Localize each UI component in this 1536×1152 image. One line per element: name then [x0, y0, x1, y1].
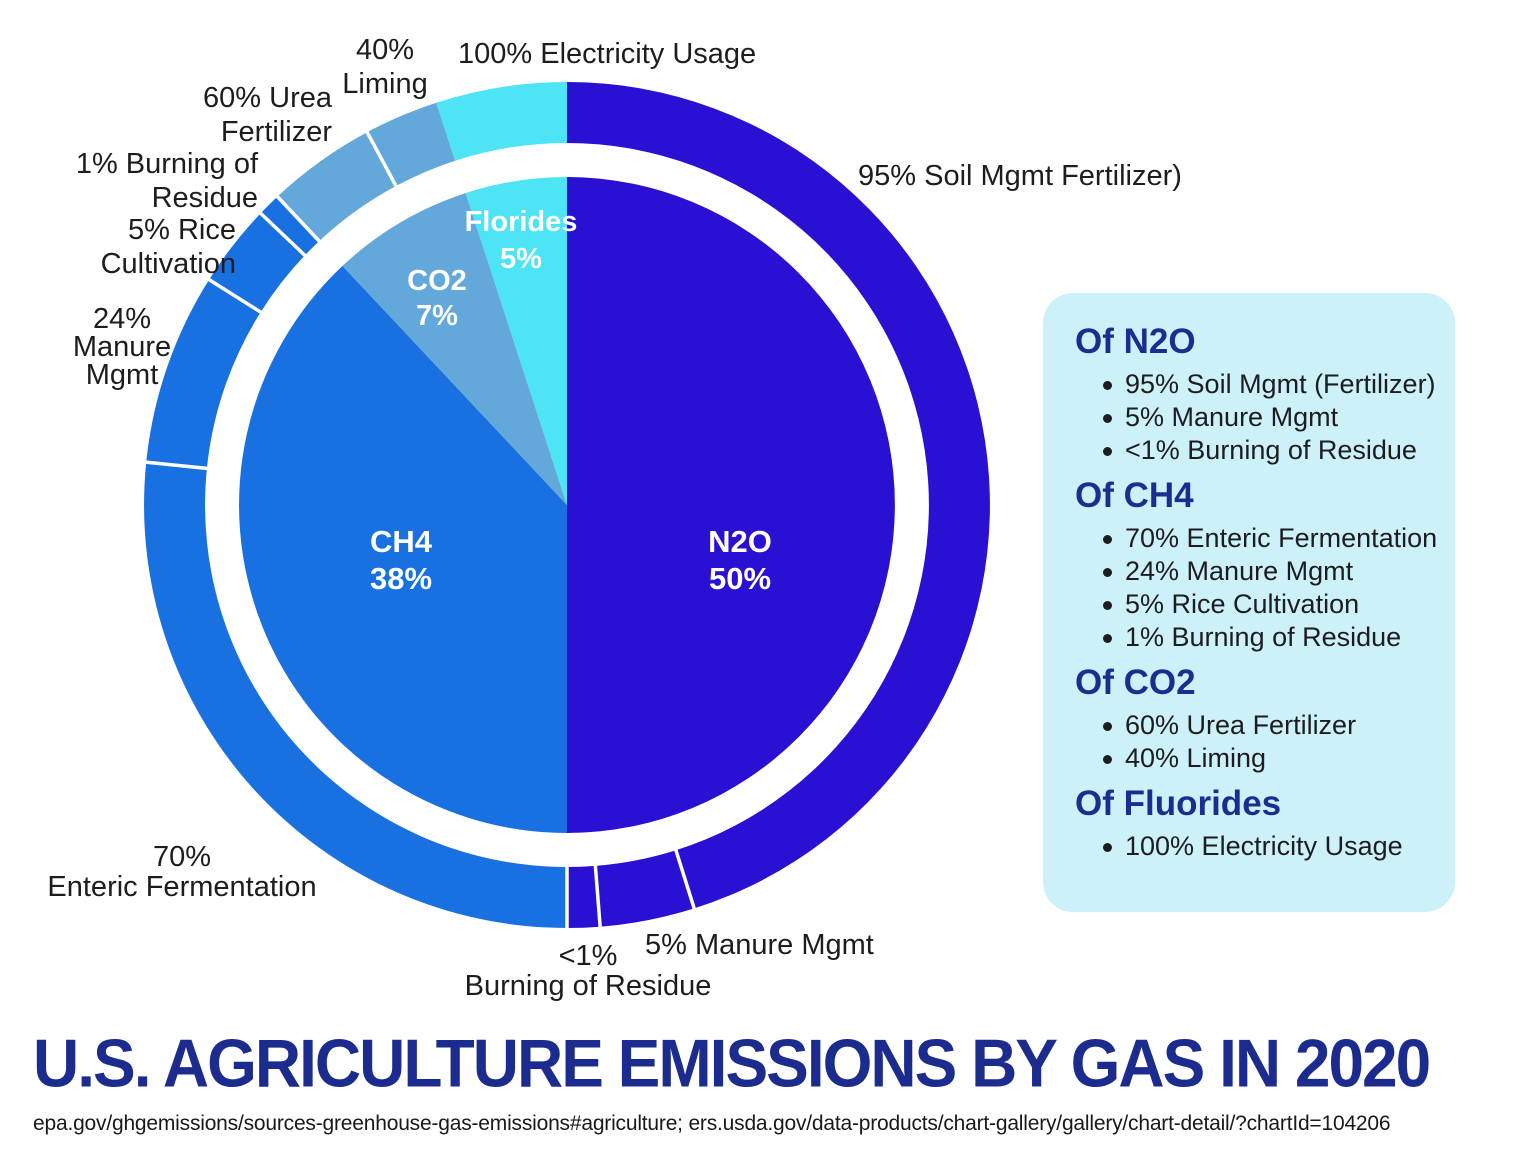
callout-line: Fertilizer [220, 116, 332, 148]
callout-line: <1% [558, 940, 618, 972]
callout-line: Burning of Residue [464, 970, 712, 1002]
pie-slice-florides [465, 177, 567, 505]
callout-rice-cultivation: 5% Rice Cultivation [101, 213, 236, 281]
callout-burning-residue-1pct: 1% Burning of Residue [76, 147, 258, 215]
legend-header: Of CH4 [1075, 476, 1194, 515]
ring-segment-95-soil-mgmt-fertilizer [567, 82, 990, 909]
callout-manure-mgmt-5pct: 5% Manure Mgmt [645, 928, 874, 962]
ring-segment-100-electricity-usage [436, 82, 567, 161]
ring-divider [139, 459, 213, 471]
legend-item: 5% Rice Cultivation [1101, 588, 1437, 621]
callout-line: 40% [355, 34, 415, 66]
ring-divider [672, 843, 698, 916]
callout-line: 100% Electricity Usage [458, 38, 757, 70]
callout-liming: 40% Liming [320, 33, 450, 101]
legend-item: 40% Liming [1101, 742, 1437, 775]
pie-label-line: 50% [708, 561, 772, 596]
legend-items: 95% Soil Mgmt (Fertilizer) 5% Manure Mgmt… [1101, 368, 1437, 467]
callout-burning-residue-lt1pct: <1% Burning of Residue [458, 941, 718, 1001]
pie-slice-ch4 [239, 265, 567, 833]
ring-segment-5-rice-cultivation [209, 213, 305, 313]
ring-divider [254, 207, 311, 261]
callout-manure-mgmt-24pct: 24% Manure Mgmt [42, 303, 202, 391]
pie-label-florides: Florides 5% [436, 204, 606, 278]
legend-section-3: Of Fluorides 100% Electricity Usage [1075, 783, 1437, 863]
pie-label-line: N2O [708, 524, 772, 559]
callout-line: 24% [92, 303, 152, 335]
callout-line: Liming [342, 68, 428, 100]
ring-segment-40-liming [367, 102, 456, 186]
legend-header: Of N2O [1075, 322, 1196, 361]
pie-label-line: Florides [464, 206, 578, 238]
callout-line: Manure [72, 331, 172, 363]
ring-segment-60-urea-fertilizer [277, 132, 396, 242]
legend-section-0: Of N2O 95% Soil Mgmt (Fertilizer) 5% Manur… [1075, 321, 1437, 467]
legend-item: 1% Burning of Residue [1101, 621, 1437, 654]
callout-line: 95% Soil Mgmt Fertilizer) [858, 160, 1182, 192]
pie-label-ch4: CH4 38% [321, 523, 481, 597]
legend-item: 95% Soil Mgmt (Fertilizer) [1101, 368, 1437, 401]
ring-divider [202, 274, 267, 317]
legend-item: 24% Manure Mgmt [1101, 555, 1437, 588]
callout-line: 70% [152, 841, 212, 873]
callout-line: 60% Urea [203, 82, 332, 114]
ring-divider [362, 125, 401, 193]
callout-urea-fertilizer: 60% Urea Fertilizer [203, 81, 332, 149]
ring-segment-1-burning-of-residue [260, 196, 320, 256]
callout-electricity-usage: 100% Electricity Usage [458, 37, 756, 71]
pie-label-line: 38% [369, 561, 433, 596]
pie-label-line: 7% [416, 300, 458, 332]
legend-section-2: Of CO2 60% Urea Fertilizer 40% Liming [1075, 662, 1437, 775]
callout-line: Residue [151, 182, 258, 214]
callout-line: Enteric Fermentation [47, 871, 317, 903]
ring-segment-70-enteric-fermentation [144, 462, 568, 928]
pie-label-co2: CO2 7% [357, 264, 517, 334]
pie-label-line: CO2 [407, 265, 467, 297]
pie-label-n2o: N2O 50% [660, 523, 820, 597]
legend-items: 70% Enteric Fermentation 24% Manure Mgmt 5… [1101, 522, 1437, 654]
source-footer: epa.gov/ghgemissions/sources-greenhouse-… [33, 1112, 1391, 1135]
pie-slice-n2o [567, 177, 895, 833]
page-title: U.S. AGRICULTURE EMISSIONS BY GAS IN 202… [33, 1025, 1431, 1102]
callout-line: Mgmt [85, 359, 159, 391]
legend-item: <1% Burning of Residue [1101, 434, 1437, 467]
legend-items: 60% Urea Fertilizer 40% Liming [1101, 709, 1437, 775]
pie-label-line: 5% [500, 243, 542, 275]
legend-header: Of CO2 [1075, 663, 1196, 702]
legend-items: 100% Electricity Usage [1101, 830, 1437, 863]
callout-line: Cultivation [100, 248, 236, 280]
ring-divider [593, 859, 603, 934]
legend-item: 60% Urea Fertilizer [1101, 709, 1437, 742]
legend-item: 5% Manure Mgmt [1101, 401, 1437, 434]
ring-segment-1-burning-of-residue [567, 865, 601, 928]
ring-segment-24-manure-mgmt [146, 279, 261, 469]
callout-line: 5% Manure Mgmt [645, 929, 874, 961]
legend-item: 100% Electricity Usage [1101, 830, 1437, 863]
callout-soil-mgmt-fertilizer: 95% Soil Mgmt Fertilizer) [858, 159, 1182, 193]
callout-line: 5% Rice [128, 214, 236, 246]
legend-item: 70% Enteric Fermentation [1101, 522, 1437, 555]
callout-enteric-fermentation: 70% Enteric Fermentation [22, 842, 342, 902]
callout-line: 1% Burning of [75, 148, 258, 180]
legend-header: Of Fluorides [1075, 784, 1282, 823]
legend-section-1: Of CH4 70% Enteric Fermentation 24% Manure… [1075, 475, 1437, 654]
pie-label-line: CH4 [369, 524, 432, 559]
legend-panel: Of N2O 95% Soil Mgmt (Fertilizer) 5% Manur… [1043, 293, 1455, 912]
pie-slice-co2 [342, 193, 567, 505]
ring-segment-5-manure-mgmt [595, 850, 695, 927]
ring-divider [271, 190, 325, 247]
